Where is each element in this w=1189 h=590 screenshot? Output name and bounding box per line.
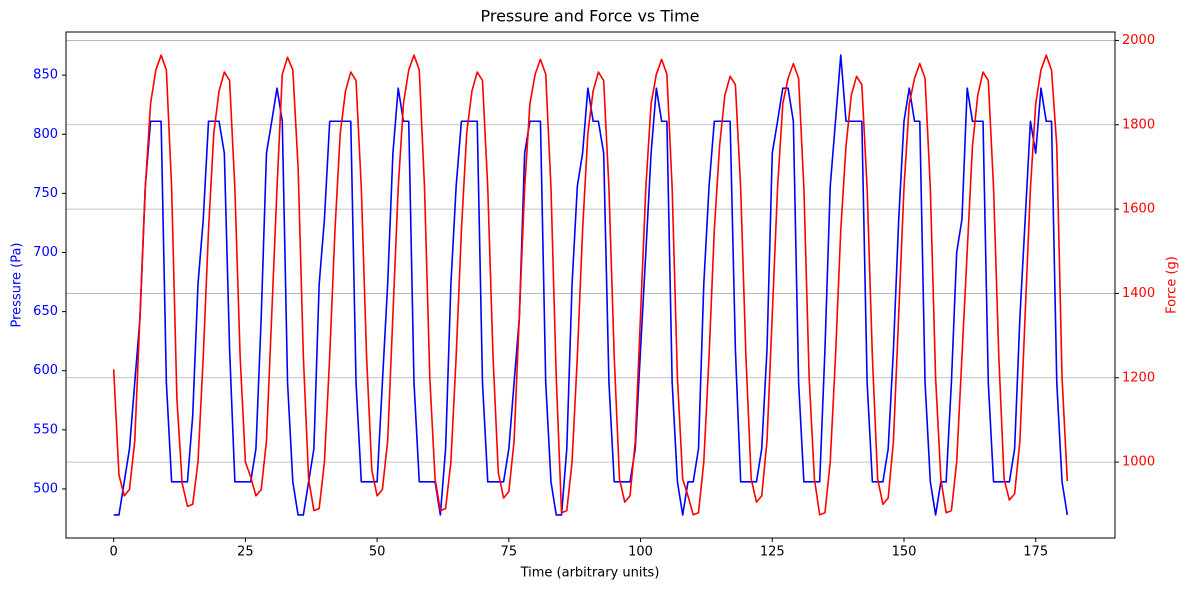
plot-frame [65,31,1116,539]
y-axis-label: Pressure (Pa) [10,242,25,327]
y-tick-label: 750 [33,186,58,201]
y-tick-label: 700 [33,245,58,260]
y-tick-label: 650 [33,304,58,319]
y-tick-label: 550 [33,422,58,437]
chart-title: Pressure and Force vs Time [480,7,699,26]
y2-axis-label: Force (g) [1165,256,1180,314]
y2-tick-label: 2000 [1122,33,1155,48]
x-tick-label: 100 [628,545,653,560]
y2-tick-label: 1200 [1122,370,1155,385]
x-tick-label: 0 [110,545,118,560]
x-tick-label: 25 [237,545,254,560]
y2-tick-label: 1400 [1122,286,1155,301]
y-tick-label: 800 [33,127,58,142]
x-tick-label: 125 [760,545,785,560]
x-tick-label: 75 [501,545,518,560]
y-tick-label: 600 [33,363,58,378]
y2-tick-label: 1000 [1122,455,1155,470]
y-tick-label: 500 [33,481,58,496]
y-tick-label: 850 [33,68,58,83]
series-line [113,54,1069,516]
series-line [112,54,1069,516]
x-tick-label: 150 [892,545,917,560]
x-tick-label: 50 [369,545,386,560]
y2-tick-label: 1800 [1122,117,1155,132]
y2-tick-label: 1600 [1122,202,1155,217]
x-axis-label: Time (arbitrary units) [520,566,660,581]
x-tick-label: 175 [1023,545,1048,560]
